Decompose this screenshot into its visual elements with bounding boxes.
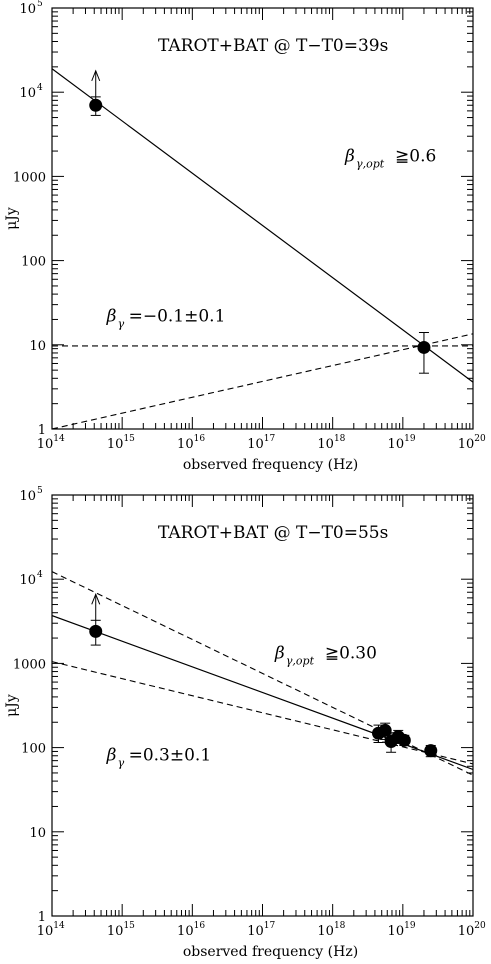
annotation-beta: β xyxy=(106,746,117,766)
x-tick-label: 10 xyxy=(37,924,54,939)
y-tick-label-exponent: 4 xyxy=(37,570,43,580)
x-tick-label: 10 xyxy=(37,437,54,452)
y-tick-label: 10 xyxy=(29,826,46,841)
data-point xyxy=(89,98,103,112)
fit-line-dashed xyxy=(52,333,473,429)
x-tick-label: 10 xyxy=(177,924,194,939)
plot-frame xyxy=(51,494,474,917)
x-tick-label-exponent: 17 xyxy=(264,921,276,931)
x-tick-label-exponent: 18 xyxy=(334,434,346,444)
annotation-beta: β xyxy=(344,147,355,167)
data-point xyxy=(89,624,103,638)
y-tick-label-exponent: 4 xyxy=(37,83,43,93)
annotation-value: =0.3±0.1 xyxy=(129,746,212,766)
y-tick-label: 100 xyxy=(21,742,46,757)
annotation-subscript: γ,opt xyxy=(286,654,315,667)
fit-line-dashed xyxy=(52,661,473,765)
y-tick-label-exponent: 5 xyxy=(37,486,43,496)
x-tick-label: 10 xyxy=(458,437,475,452)
annotation-subscript: γ xyxy=(118,317,125,330)
chart-title: TAROT+BAT @ T−T0=39s xyxy=(158,36,388,56)
x-tick-label: 10 xyxy=(247,437,264,452)
y-tick-label: 100 xyxy=(21,255,46,270)
x-tick-label: 10 xyxy=(388,437,405,452)
x-tick-label-exponent: 15 xyxy=(123,921,135,931)
data-point xyxy=(417,340,431,354)
y-tick-label: 1000 xyxy=(13,657,46,672)
data-point xyxy=(378,723,392,737)
x-tick-label: 10 xyxy=(317,924,334,939)
chart-panel-2: 10 14 10 15 10 16 10 17 10 18 10 19 10 20110100100010… xyxy=(4,486,486,960)
annotation-beta: β xyxy=(106,306,117,326)
y-tick-label: 1 xyxy=(38,423,46,438)
y-tick-label: 1000 xyxy=(13,170,46,185)
x-tick-label: 10 xyxy=(107,437,124,452)
chart-panel-1: 10 14 10 15 10 16 10 17 10 18 10 19 10 20110100100010… xyxy=(4,0,486,473)
lower-limit-arrowhead xyxy=(91,69,101,82)
x-tick-label: 10 xyxy=(388,924,405,939)
annotation-beta: β xyxy=(274,643,285,663)
x-tick-label-exponent: 15 xyxy=(123,434,135,444)
y-tick-label: 10 xyxy=(19,86,36,101)
x-tick-label: 10 xyxy=(177,437,194,452)
x-tick-label-exponent: 14 xyxy=(53,434,65,444)
chart-title: TAROT+BAT @ T−T0=55s xyxy=(158,523,388,543)
x-tick-label: 10 xyxy=(458,924,475,939)
data-point xyxy=(424,744,438,758)
y-tick-label-exponent: 5 xyxy=(37,0,43,9)
y-tick-label: 1 xyxy=(38,910,46,925)
x-tick-label: 10 xyxy=(107,924,124,939)
y-axis-label: μJy xyxy=(4,207,20,230)
x-tick-label-exponent: 19 xyxy=(404,434,416,444)
annotation-value: ≧0.6 xyxy=(395,147,436,167)
x-tick-label-exponent: 19 xyxy=(404,921,416,931)
y-axis-label: μJy xyxy=(4,694,20,717)
y-tick-label: 10 xyxy=(19,573,36,588)
x-tick-label-exponent: 20 xyxy=(474,434,486,444)
x-axis-label: observed frequency (Hz) xyxy=(183,457,358,473)
x-tick-label-exponent: 18 xyxy=(334,921,346,931)
annotation-value: ≧0.30 xyxy=(325,643,377,663)
x-axis-label: observed frequency (Hz) xyxy=(183,944,358,960)
annotation-subscript: γ,opt xyxy=(356,158,385,171)
x-tick-label-exponent: 17 xyxy=(264,434,276,444)
x-tick-label-exponent: 20 xyxy=(474,921,486,931)
lower-limit-arrowhead xyxy=(91,592,101,605)
fit-line-solid xyxy=(52,68,473,383)
plot-frame xyxy=(51,7,474,430)
y-tick-label: 10 xyxy=(19,2,36,17)
annotation-value: =−0.1±0.1 xyxy=(129,306,226,326)
x-tick-label: 10 xyxy=(317,437,334,452)
x-tick-label-exponent: 16 xyxy=(194,434,206,444)
x-tick-label-exponent: 16 xyxy=(194,921,206,931)
data-point xyxy=(397,733,411,747)
x-tick-label-exponent: 14 xyxy=(53,921,65,931)
annotation-subscript: γ xyxy=(118,757,125,770)
y-tick-label: 10 xyxy=(29,339,46,354)
fit-line-dashed xyxy=(52,571,473,776)
y-tick-label: 10 xyxy=(19,489,36,504)
x-tick-label: 10 xyxy=(247,924,264,939)
